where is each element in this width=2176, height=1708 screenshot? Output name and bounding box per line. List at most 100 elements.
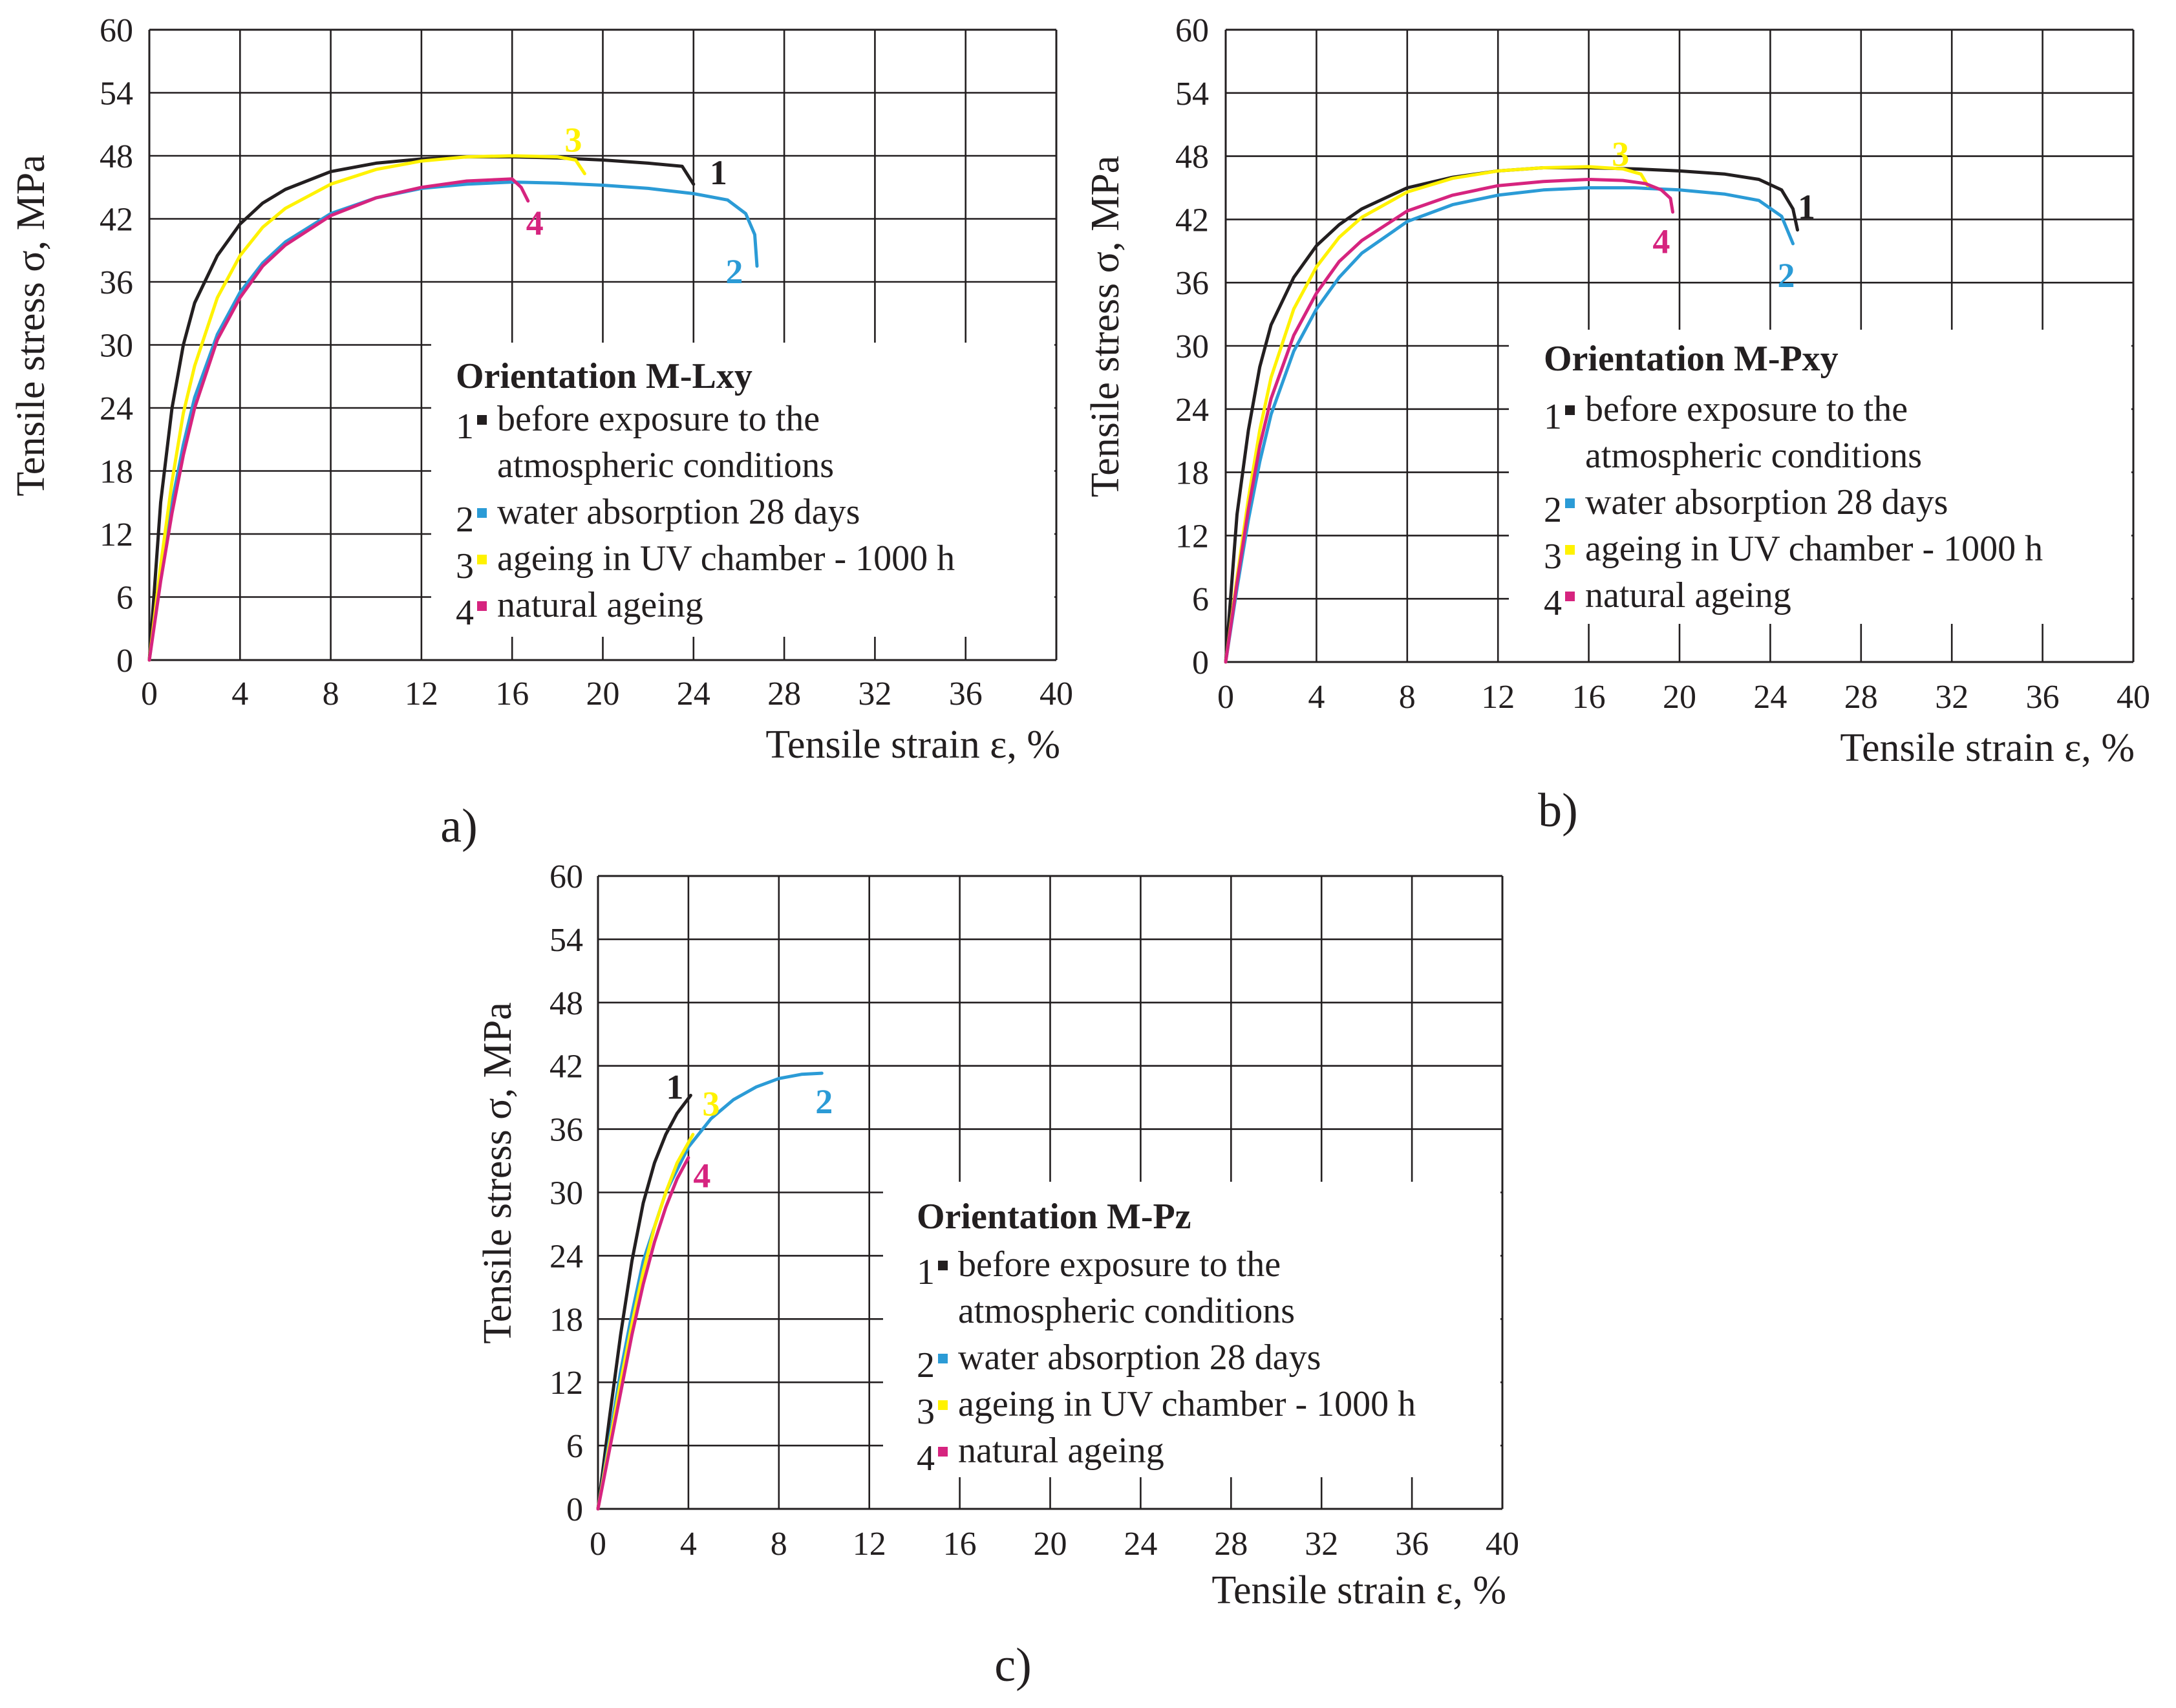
- y-tick-label: 6: [1192, 581, 1209, 618]
- legend-swatch-magenta: [938, 1447, 948, 1457]
- y-tick-label: 30: [100, 328, 133, 365]
- legend-swatch-yellow: [938, 1400, 948, 1410]
- x-tick-label: 36: [949, 676, 983, 712]
- series-1-line: [596, 1093, 692, 1511]
- chart-panel-c: 0 4 8 12 16 20 24 28 32 36 4006121824303642485460T…: [476, 859, 1519, 1692]
- x-tick-label: 40: [2117, 679, 2150, 716]
- series-4-line: [596, 1156, 690, 1511]
- legend-title: Orientation M-Lxy: [456, 356, 752, 396]
- x-tick-label: 12: [853, 1526, 886, 1563]
- legend-number: 1: [917, 1252, 935, 1292]
- x-tick-label: 32: [1935, 679, 1968, 716]
- x-axis-title: Tensile strain ε, %: [1840, 726, 2135, 770]
- y-tick-label: 42: [549, 1049, 583, 1085]
- y-tick-label: 30: [1175, 328, 1209, 365]
- x-tick-label: 0: [590, 1526, 606, 1563]
- legend-number: 2: [1544, 490, 1562, 530]
- legend-number: 1: [1544, 397, 1562, 437]
- x-tick-label: 36: [2026, 679, 2060, 716]
- series-3-line: [147, 154, 586, 662]
- x-tick-label: 32: [1305, 1526, 1338, 1563]
- panel-label: a): [440, 800, 478, 853]
- chart-panel-a: 0 4 8 12 16 20 24 28 32 36 4006121824303642485460T…: [9, 12, 1073, 853]
- y-tick-label: 18: [1175, 455, 1209, 492]
- series-3-line: [1224, 165, 1650, 664]
- legend-entry-text: before exposure to the: [958, 1244, 1281, 1285]
- y-tick-label: 60: [1175, 12, 1209, 49]
- y-tick-label: 12: [100, 517, 133, 553]
- x-tick-label: 28: [1214, 1526, 1248, 1563]
- panel-label: b): [1538, 784, 1578, 837]
- legend-number: 2: [456, 500, 474, 540]
- legend-swatch-blue: [477, 508, 487, 518]
- x-tick-label: 8: [771, 1526, 787, 1563]
- legend-swatch-blue: [1565, 498, 1575, 508]
- series-3-curve-label: 3: [564, 121, 582, 160]
- series-4-curve-label: 4: [526, 204, 544, 242]
- y-tick-label: 0: [566, 1491, 583, 1528]
- x-tick-label: 36: [1395, 1526, 1429, 1563]
- y-tick-label: 48: [549, 985, 583, 1022]
- x-tick-label: 0: [141, 676, 158, 712]
- series-3-curve-label: 3: [1612, 134, 1629, 173]
- legend-number: 3: [456, 546, 474, 586]
- legend-number: 1: [456, 407, 474, 447]
- x-tick-label: 32: [858, 676, 891, 712]
- y-axis-title: Tensile stress σ, MPa: [1083, 156, 1127, 497]
- series-1-curve-label: 1: [1798, 187, 1815, 226]
- legend-swatch-black: [1565, 405, 1575, 415]
- y-tick-label: 6: [566, 1428, 583, 1465]
- legend-title: Orientation M-Pz: [917, 1197, 1191, 1237]
- series-1-line: [147, 155, 696, 662]
- x-tick-label: 16: [943, 1526, 977, 1563]
- legend-number: 4: [456, 593, 474, 633]
- x-tick-label: 16: [495, 676, 529, 712]
- y-tick-label: 48: [100, 138, 133, 175]
- series-2-line: [1224, 186, 1795, 664]
- y-tick-label: 24: [100, 390, 133, 427]
- legend-swatch-black: [938, 1261, 948, 1270]
- legend-swatch-yellow: [477, 555, 487, 564]
- x-tick-label: 28: [1844, 679, 1878, 716]
- y-tick-label: 12: [549, 1365, 583, 1402]
- legend-entry-text: atmospheric conditions: [958, 1291, 1295, 1331]
- y-tick-label: 42: [1175, 202, 1209, 239]
- x-tick-label: 4: [1308, 679, 1325, 716]
- x-tick-label: 20: [586, 676, 620, 712]
- legend-entry-text: water absorption 28 days: [958, 1338, 1321, 1378]
- x-axis-title: Tensile strain ε, %: [1211, 1568, 1506, 1612]
- series-1-curve-label: 1: [710, 153, 727, 192]
- chart-panel-b: 0 4 8 12 16 20 24 28 32 36 4006121824303642485460T…: [1083, 12, 2150, 837]
- legend-entry-text: before exposure to the: [497, 399, 820, 439]
- series-4-curve-label: 4: [693, 1156, 710, 1195]
- y-tick-label: 54: [549, 922, 583, 959]
- x-tick-label: 20: [1663, 679, 1696, 716]
- legend-swatch-magenta: [1565, 592, 1575, 601]
- series-3-curve-label: 3: [702, 1084, 720, 1123]
- x-tick-label: 28: [767, 676, 801, 712]
- y-tick-label: 36: [100, 264, 133, 301]
- x-tick-label: 40: [1040, 676, 1073, 712]
- y-tick-label: 60: [100, 12, 133, 49]
- legend-entry-text: natural ageing: [958, 1431, 1164, 1471]
- legend-number: 3: [1544, 537, 1562, 577]
- y-axis-title: Tensile stress σ, MPa: [476, 1002, 520, 1343]
- legend-entry-text: ageing in UV chamber - 1000 h: [1585, 529, 2043, 569]
- y-tick-label: 0: [116, 643, 133, 679]
- x-tick-label: 12: [405, 676, 438, 712]
- legend-entry-text: ageing in UV chamber - 1000 h: [958, 1384, 1416, 1424]
- x-tick-label: 24: [1124, 1526, 1157, 1563]
- series-2-line: [596, 1071, 824, 1511]
- series-4-curve-label: 4: [1652, 222, 1670, 261]
- y-tick-label: 54: [1175, 76, 1209, 112]
- legend-entry-text: atmospheric conditions: [497, 445, 834, 486]
- legend-number: 3: [917, 1392, 935, 1432]
- legend-box: [431, 343, 1054, 637]
- legend-number: 2: [917, 1345, 935, 1385]
- y-tick-label: 54: [100, 76, 133, 112]
- legend-entry-text: ageing in UV chamber - 1000 h: [497, 539, 955, 579]
- y-tick-label: 18: [549, 1301, 583, 1338]
- x-tick-label: 24: [677, 676, 710, 712]
- series-4-line: [1224, 178, 1674, 664]
